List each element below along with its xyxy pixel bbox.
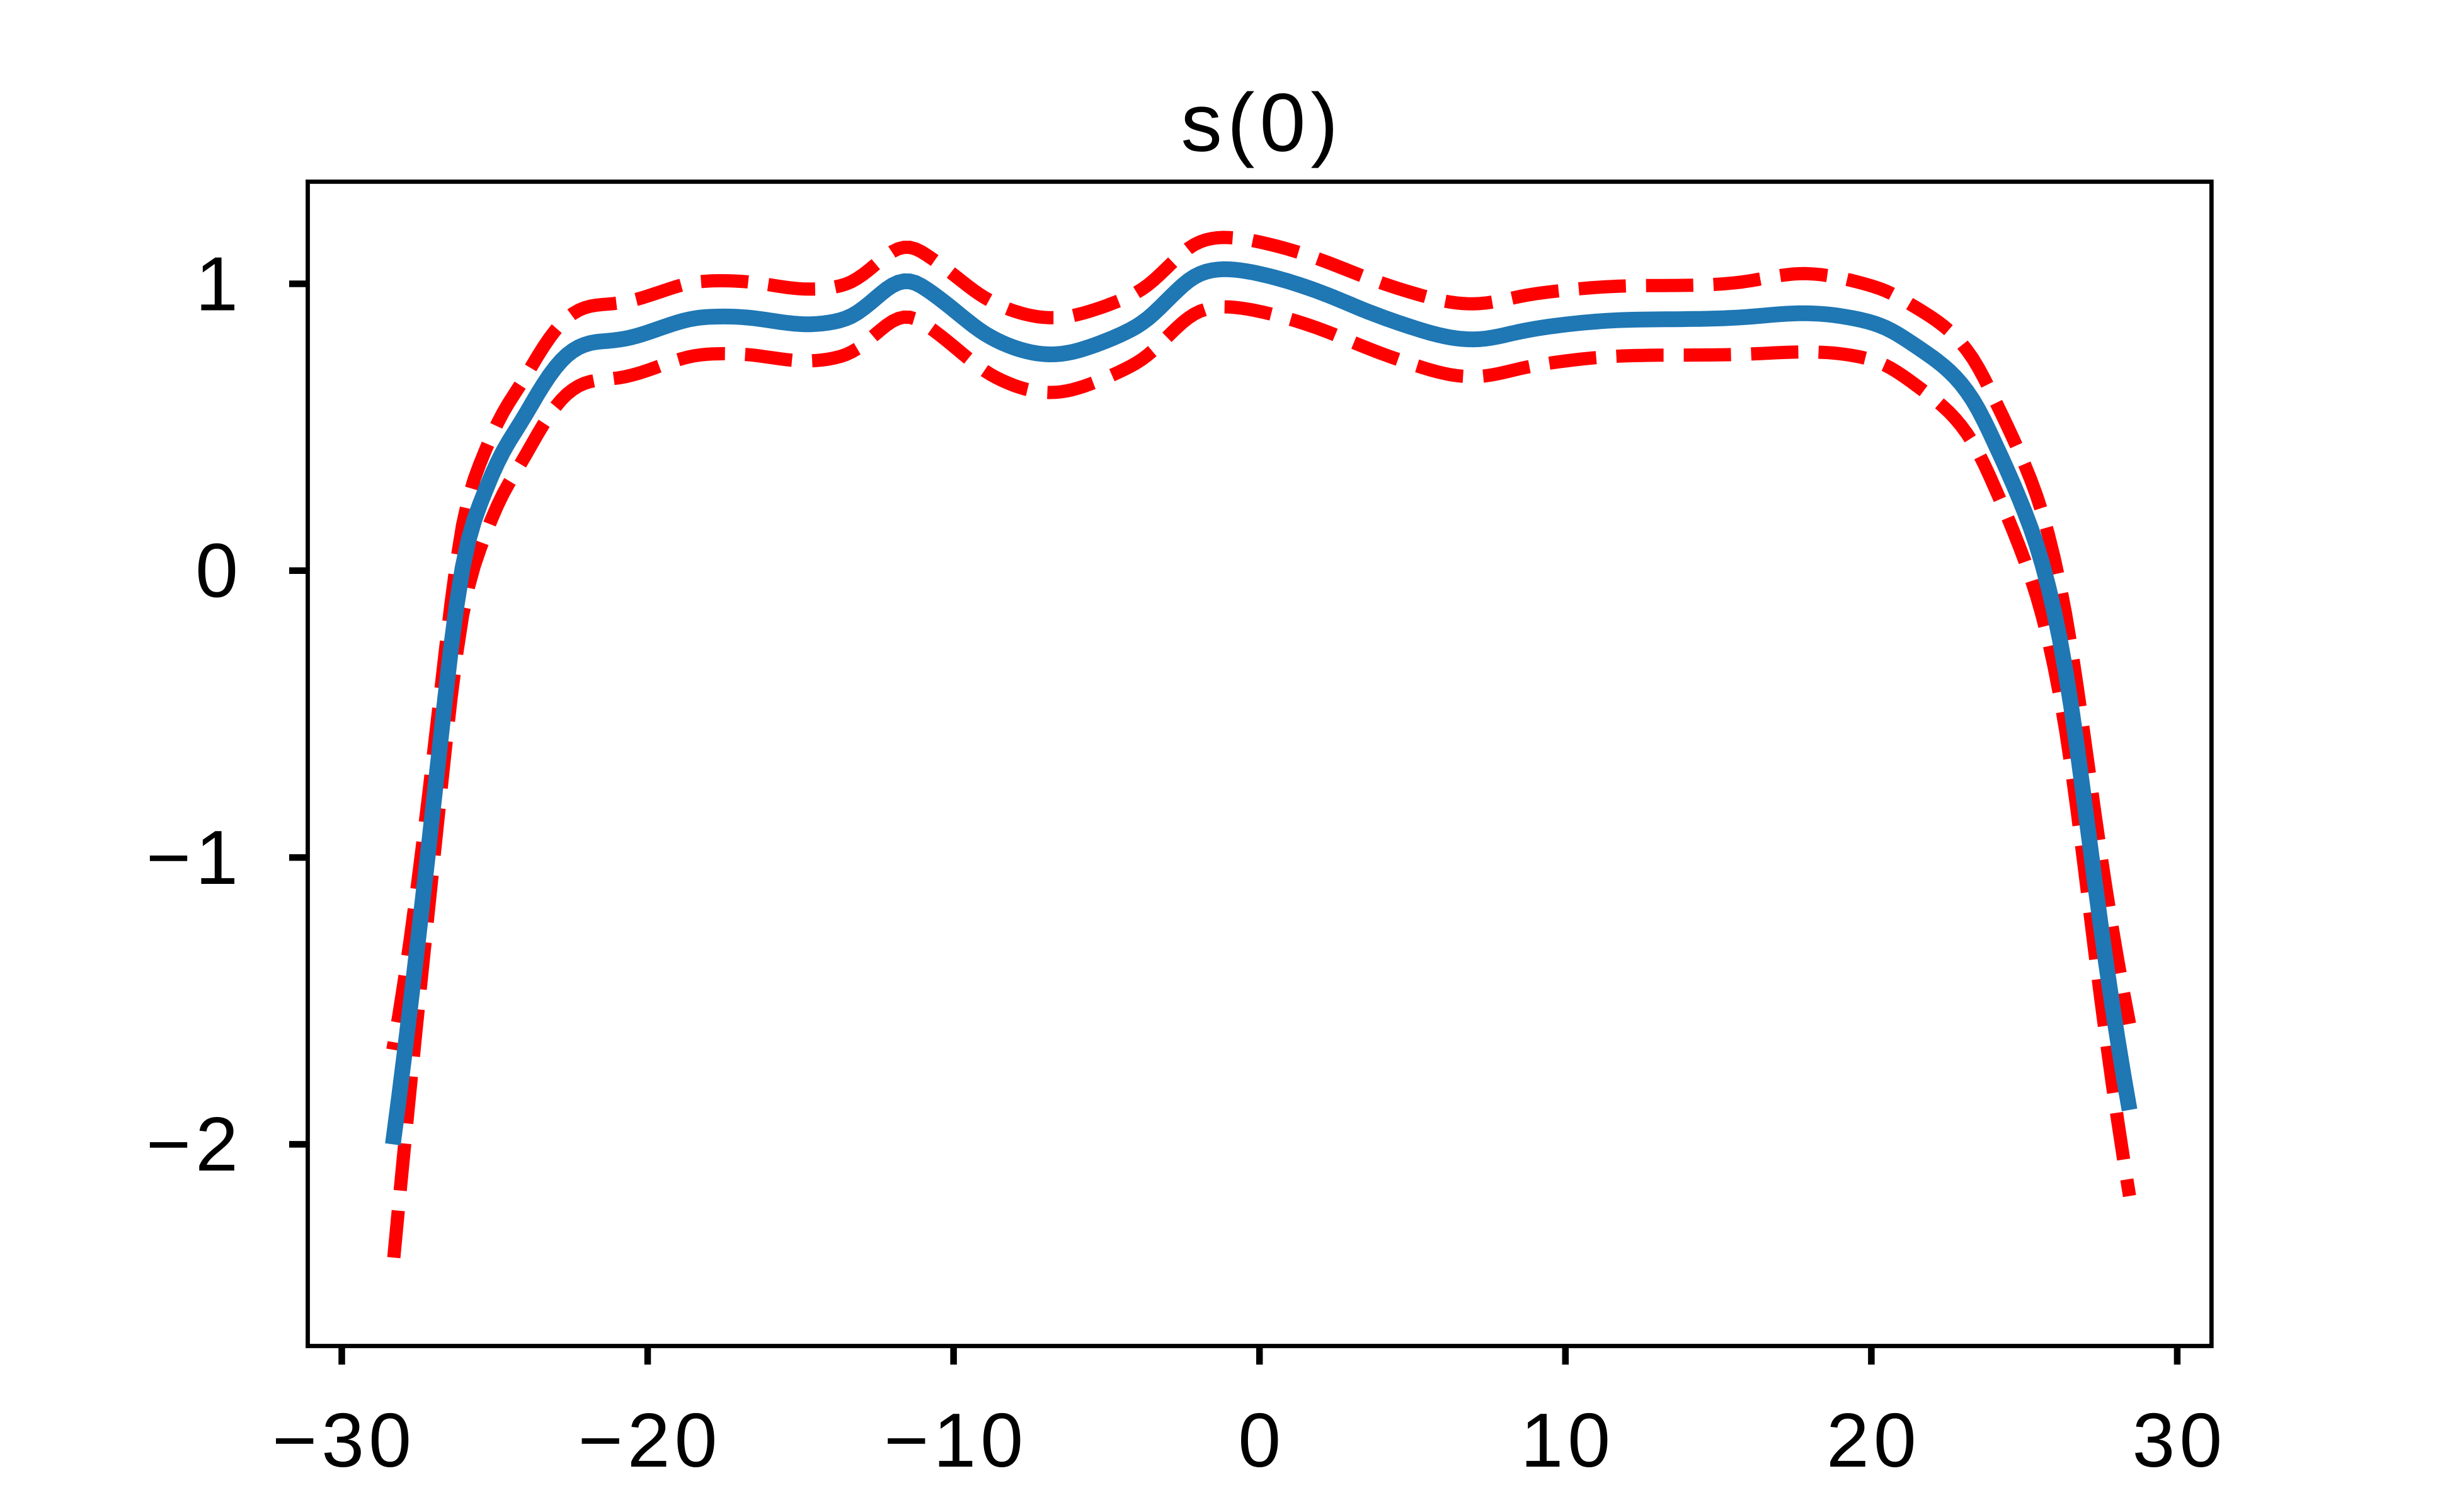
svg-text:0: 0 <box>1238 1397 1285 1483</box>
svg-text:20: 20 <box>1826 1397 1921 1483</box>
svg-text:−2: −2 <box>146 1101 243 1187</box>
svg-text:30: 30 <box>2133 1397 2227 1483</box>
svg-text:−30: −30 <box>272 1397 416 1483</box>
svg-text:0: 0 <box>195 528 243 614</box>
svg-text:1: 1 <box>195 241 243 326</box>
svg-text:−10: −10 <box>884 1397 1028 1483</box>
svg-text:−20: −20 <box>578 1397 722 1483</box>
svg-text:−1: −1 <box>146 815 243 900</box>
svg-text:10: 10 <box>1520 1397 1615 1483</box>
svg-text:s(0): s(0) <box>1181 76 1343 169</box>
